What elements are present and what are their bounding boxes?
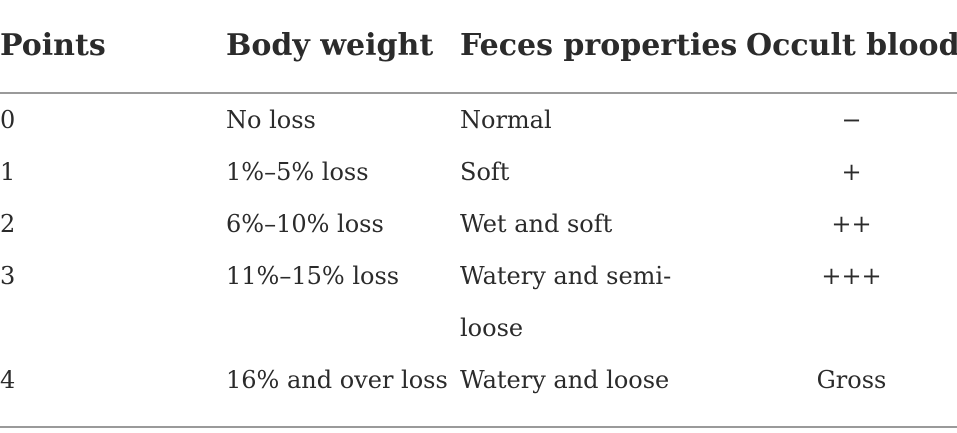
cell-feces-properties: Soft bbox=[460, 158, 510, 186]
header-row: Points Body weight Feces properties Occu… bbox=[0, 18, 957, 94]
cell-points: 3 bbox=[0, 262, 16, 290]
cell-body-weight: No loss bbox=[226, 106, 316, 134]
cell-body-weight: 6%–10% loss bbox=[226, 210, 384, 238]
scoring-table: Points Body weight Feces properties Occu… bbox=[0, 18, 957, 428]
header-occult-blood: Occult blood bbox=[746, 18, 957, 94]
header-feces-properties: Feces properties bbox=[460, 18, 746, 94]
cell-body-weight: 11%–15% loss bbox=[226, 262, 400, 290]
table-row: 1 1%–5% loss Soft + bbox=[0, 146, 957, 198]
cell-occult-blood: +++ bbox=[821, 262, 882, 290]
header-body-weight: Body weight bbox=[226, 18, 460, 94]
cell-points: 1 bbox=[0, 158, 16, 186]
header-points: Points bbox=[0, 18, 226, 94]
cell-points: 4 bbox=[0, 354, 226, 428]
cell-feces-properties: Watery and loose bbox=[460, 354, 746, 428]
cell-occult-blood: − bbox=[841, 106, 862, 134]
cell-points: 2 bbox=[0, 210, 16, 238]
table-row: 4 16% and over loss Watery and loose Gro… bbox=[0, 354, 957, 428]
cell-feces-properties: Normal bbox=[460, 106, 552, 134]
cell-feces-properties: Wet and soft bbox=[460, 210, 613, 238]
cell-body-weight: 1%–5% loss bbox=[226, 158, 369, 186]
cell-feces-properties: Watery and semi-loose bbox=[460, 262, 672, 342]
cell-occult-blood: ++ bbox=[831, 210, 872, 238]
cell-body-weight: 16% and over loss bbox=[226, 354, 460, 428]
table-row: 3 11%–15% loss Watery and semi-loose +++ bbox=[0, 250, 957, 354]
cell-points: 0 bbox=[0, 106, 16, 134]
cell-occult-blood: Gross bbox=[746, 354, 957, 428]
table-header: Points Body weight Feces properties Occu… bbox=[0, 18, 957, 94]
table-body: 0 No loss Normal − 1 1%–5% loss Soft + 2… bbox=[0, 93, 957, 428]
table-row: 0 No loss Normal − bbox=[0, 93, 957, 146]
table-row: 2 6%–10% loss Wet and soft ++ bbox=[0, 198, 957, 250]
cell-occult-blood: + bbox=[841, 158, 862, 186]
